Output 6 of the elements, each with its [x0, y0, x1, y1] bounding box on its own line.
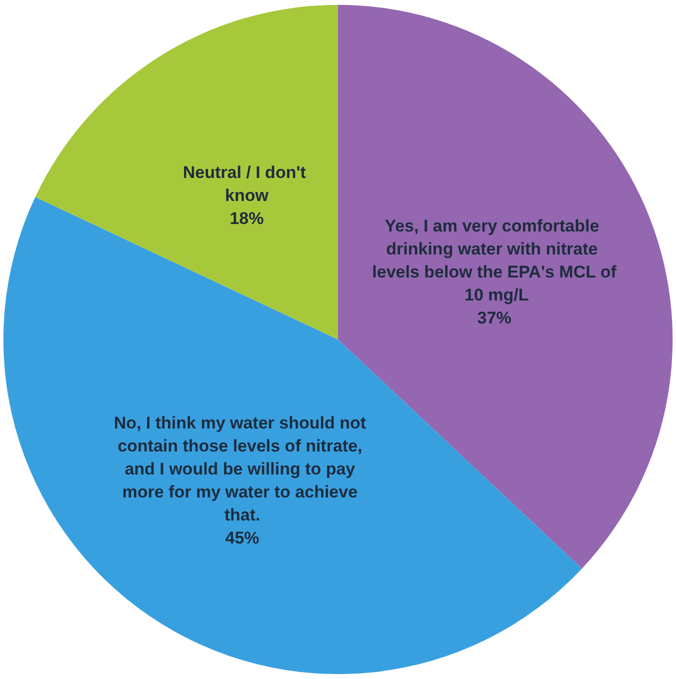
data-label: 45%: [225, 528, 260, 548]
slice-label: No, I think my water should not contain those levels of nitrate, and I would be willing to pay more for my water to achieve that.: [114, 413, 371, 524]
slice-label: Neutral / I don't know: [182, 163, 311, 206]
slice-label: Yes, I am very comfortable drinking water with nitrate levels below the EPA's MCL of 10 mg/L: [372, 216, 617, 304]
data-label: 18%: [230, 209, 264, 228]
data-label: 37%: [477, 308, 512, 328]
